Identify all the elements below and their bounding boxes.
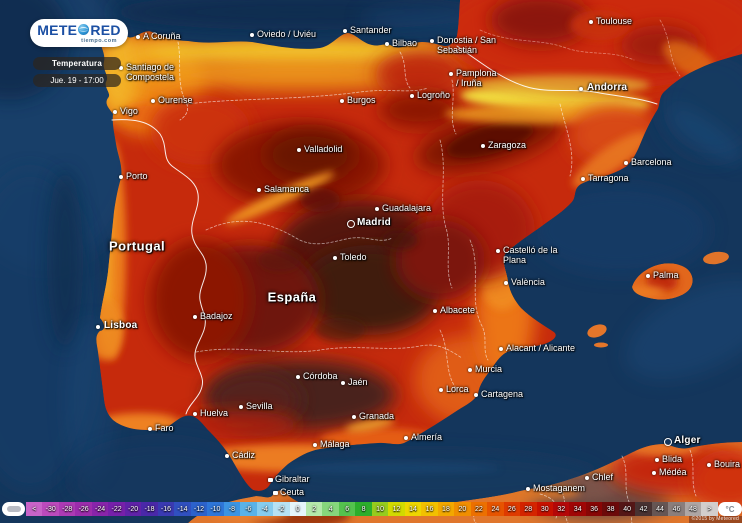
- scale-tick-24: 24: [487, 502, 504, 516]
- scale-tick-48: 48: [684, 502, 702, 516]
- scale-tick-30: 30: [536, 502, 553, 516]
- meteored-mini-logo-icon: [6, 506, 21, 512]
- scale-tick-8: 8: [355, 502, 372, 516]
- datetime-selector[interactable]: Jue. 19 - 17:00: [33, 74, 121, 87]
- scale-tick-38: 38: [602, 502, 619, 516]
- scale-tick-28: 28: [520, 502, 537, 516]
- borders-layer: [111, 19, 697, 523]
- scale-tick-x4: -4: [256, 502, 274, 516]
- scale-tick-26: 26: [503, 502, 521, 516]
- scale-tick-x16: -16: [157, 502, 175, 516]
- scale-tick-36: 36: [585, 502, 603, 516]
- temperature-scale: < -30 -28 -26 -24 -22 -20 -18 -16 -14 -12 -10 -8 -6 -4…: [26, 502, 718, 516]
- globe-icon: [78, 24, 90, 35]
- scale-tick-6: 6: [338, 502, 356, 516]
- scale-tick-x28: -28: [58, 502, 76, 516]
- scale-tick-22: 22: [470, 502, 488, 516]
- scale-tick-14: 14: [404, 502, 422, 516]
- scale-tick-x8: -8: [223, 502, 241, 516]
- meteored-logo[interactable]: METE RED tiempo.com: [30, 19, 128, 47]
- scale-tick-x26: -26: [75, 502, 92, 516]
- scale-tick-12: 12: [388, 502, 405, 516]
- scale-tick-x30: -30: [42, 502, 59, 516]
- tiempo-com-subtitle: tiempo.com: [81, 37, 117, 44]
- scale-tick-18: 18: [437, 502, 455, 516]
- scale-tick-x22: -22: [108, 502, 125, 516]
- scale-tick-x: >: [701, 502, 718, 516]
- scale-tick-x6: -6: [240, 502, 257, 516]
- land-iberia-france: [96, 0, 742, 491]
- datetime-label: Jue. 19 - 17:00: [50, 76, 104, 85]
- scale-tick-46: 46: [668, 502, 685, 516]
- scale-logo-badge: [2, 502, 25, 516]
- scale-tick-44: 44: [651, 502, 669, 516]
- scale-tick-20: 20: [454, 502, 471, 516]
- scale-tick-x18: -18: [141, 502, 158, 516]
- scale-tick-x: <: [26, 502, 43, 516]
- scale-tick-x10: -10: [207, 502, 224, 516]
- scale-tick-x14: -14: [174, 502, 191, 516]
- layer-selector-label: Temperatura: [51, 59, 103, 68]
- scale-tick-34: 34: [569, 502, 586, 516]
- meteored-wordmark: METE RED: [37, 21, 121, 38]
- scale-tick-x2: -2: [273, 502, 290, 516]
- scale-tick-4: 4: [322, 502, 339, 516]
- scale-tick-40: 40: [618, 502, 636, 516]
- unit-badge: °C: [718, 502, 742, 516]
- scale-tick-32: 32: [553, 502, 570, 516]
- attribution-text: ©2015 by Meteored: [688, 516, 742, 523]
- scale-tick-0: 0: [289, 502, 306, 516]
- scale-tick-42: 42: [635, 502, 652, 516]
- scale-tick-x12: -12: [190, 502, 208, 516]
- layer-selector-temperatura[interactable]: Temperatura: [33, 57, 121, 70]
- scale-tick-10: 10: [371, 502, 389, 516]
- scale-tick-x20: -20: [124, 502, 142, 516]
- scale-tick-x24: -24: [91, 502, 109, 516]
- temperature-scale-bar: < -30 -28 -26 -24 -22 -20 -18 -16 -14 -12 -10 -8 -6 -4…: [0, 502, 742, 516]
- scale-tick-16: 16: [421, 502, 438, 516]
- scale-tick-2: 2: [305, 502, 323, 516]
